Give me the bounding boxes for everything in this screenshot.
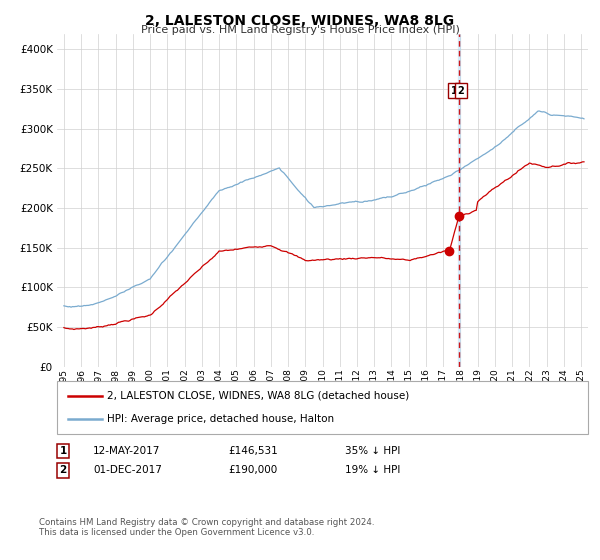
Text: Price paid vs. HM Land Registry's House Price Index (HPI): Price paid vs. HM Land Registry's House … <box>140 25 460 35</box>
Text: 1: 1 <box>451 86 458 96</box>
Text: £146,531: £146,531 <box>228 446 278 456</box>
Bar <box>458 34 460 367</box>
FancyBboxPatch shape <box>57 381 588 434</box>
Text: 2, LALESTON CLOSE, WIDNES, WA8 8LG (detached house): 2, LALESTON CLOSE, WIDNES, WA8 8LG (deta… <box>107 391 410 401</box>
Text: 2, LALESTON CLOSE, WIDNES, WA8 8LG: 2, LALESTON CLOSE, WIDNES, WA8 8LG <box>145 14 455 28</box>
Text: 2: 2 <box>458 86 464 96</box>
Text: HPI: Average price, detached house, Halton: HPI: Average price, detached house, Halt… <box>107 414 335 424</box>
Text: 01-DEC-2017: 01-DEC-2017 <box>93 465 162 475</box>
Text: 1: 1 <box>59 446 67 456</box>
Text: 35% ↓ HPI: 35% ↓ HPI <box>345 446 400 456</box>
Text: 19% ↓ HPI: 19% ↓ HPI <box>345 465 400 475</box>
Text: 2: 2 <box>59 465 67 475</box>
Text: 12-MAY-2017: 12-MAY-2017 <box>93 446 160 456</box>
Text: Contains HM Land Registry data © Crown copyright and database right 2024.
This d: Contains HM Land Registry data © Crown c… <box>39 518 374 538</box>
Text: £190,000: £190,000 <box>228 465 277 475</box>
